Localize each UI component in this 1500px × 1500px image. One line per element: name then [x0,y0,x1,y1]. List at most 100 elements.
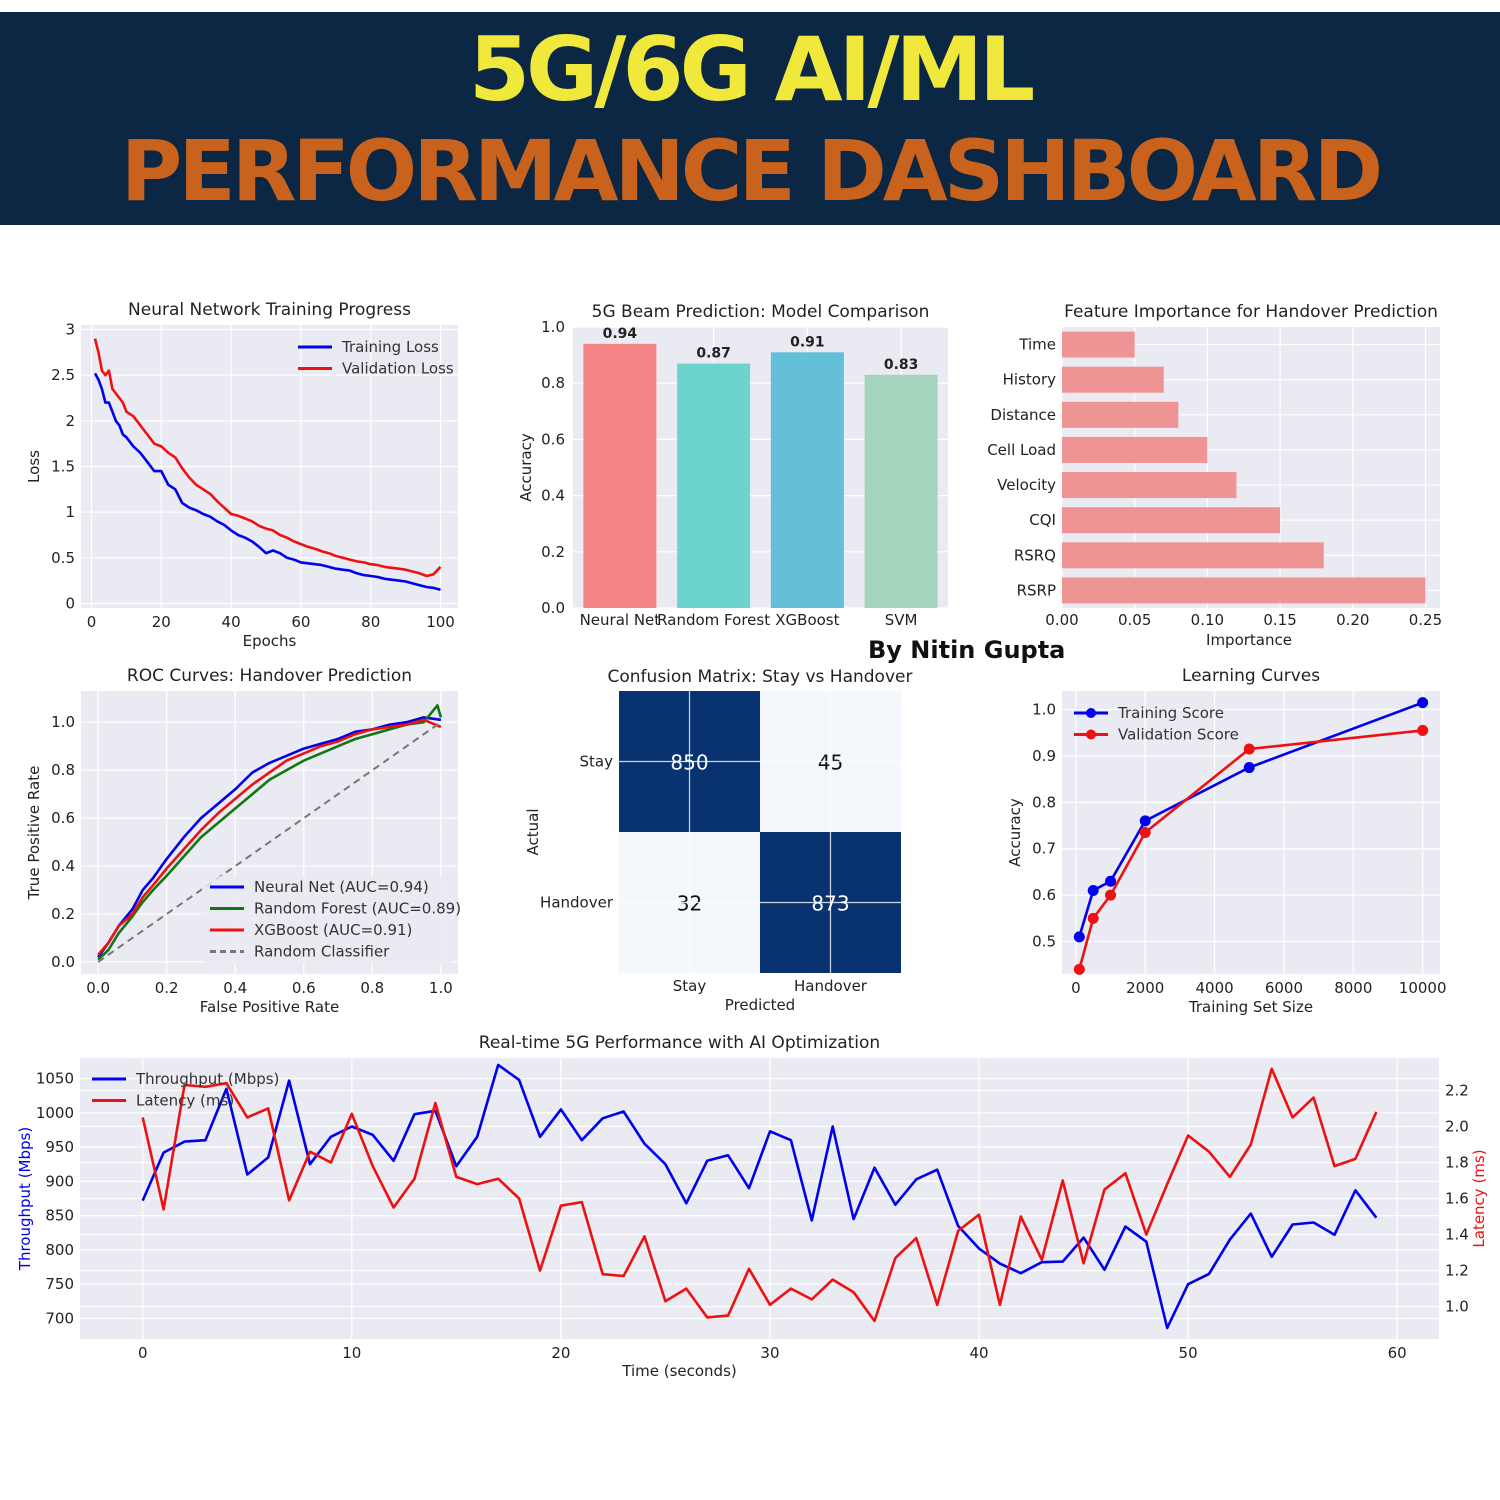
x-tick-label: XGBoost [775,611,839,629]
x-axis-label: Importance [1206,631,1292,649]
x-tick-label: 0.10 [1191,611,1224,629]
x-tick-label: 80 [361,613,380,631]
y-tick-label: 1050 [36,1070,74,1088]
bar [583,343,657,608]
x-tick-label: 0.4 [223,979,247,997]
legend-entry: Training Score [1117,704,1224,722]
y-tick-label: 750 [45,1275,74,1293]
y-tick-label: 1.0 [51,713,75,731]
x-tick-label: 4000 [1195,979,1233,997]
chart-title: Feature Importance for Handover Predicti… [1064,302,1438,322]
y-axis-label: Accuracy [517,433,535,502]
y-axis-label: Actual [524,809,542,856]
y-tick-label: 2 [65,412,75,430]
y-axis-label: Accuracy [1006,798,1024,867]
bar [1062,401,1179,428]
y-tick-label: 0.2 [541,543,565,561]
y-tick-label: 0.8 [1032,793,1056,811]
data-point [1105,889,1117,901]
x-axis-label: Training Set Size [1188,998,1313,1016]
x-tick-label: 2000 [1126,979,1164,997]
y-tick-label: 0.6 [541,430,565,448]
series-line [141,1063,1378,1330]
y-tick-label: 0.8 [51,761,75,779]
data-point [1087,884,1099,896]
bar [770,352,844,608]
x-axis-label: Epochs [243,632,297,650]
y2-tick-label: 2.0 [1445,1117,1469,1135]
x-axis-label: Predicted [725,996,795,1014]
x-tick-label: 50 [1179,1344,1198,1362]
legend-marker [1086,708,1096,718]
legend-box [202,876,452,964]
bar-value-label: 0.83 [884,357,919,373]
y-tick-label: Velocity [997,476,1056,494]
bar [1062,507,1281,534]
author-credit: By Nitin Gupta [868,636,1066,664]
chart-roc: 0.0 0.2 0.4 0.6 0.8 1.0 0.0 0.2 0.4 0.6 0.8 1.0 ROC … [25,666,461,1016]
x-tick-label: 0.25 [1409,611,1442,629]
legend-entry: Random Forest (AUC=0.89) [254,900,461,918]
x-tick-label: 60 [291,613,310,631]
x-tick-label: 20 [551,1344,570,1362]
y-tick-label: 1.0 [1032,701,1056,719]
legend-entry: Throughput (Mbps) [135,1070,279,1088]
bar [1062,366,1164,393]
x-tick-label: 40 [969,1344,988,1362]
y-tick-label: 1 [65,503,75,521]
x-tick-label: 0 [87,613,97,631]
y-tick-label: 0.8 [541,374,565,392]
series-line [97,704,443,961]
x-tick-label: 10 [342,1344,361,1362]
x-tick-label: 8000 [1334,979,1372,997]
bar [1062,542,1324,569]
data-point [1139,815,1151,827]
y2-axis-label: Latency (ms) [1470,1149,1488,1247]
data-point [1417,724,1429,736]
y-tick-label: 1000 [36,1104,74,1122]
legend-marker [1086,729,1096,740]
y-tick-label: History [1003,371,1056,389]
y-tick-label: 0.6 [51,809,75,827]
y-tick-label: 1.0 [541,318,565,336]
data-point [1073,963,1085,975]
y-axis-label: True Positive Rate [25,766,43,901]
y-tick-label: 0.5 [51,549,75,567]
legend-entry: Random Classifier [254,943,390,961]
series-line [1078,701,1424,938]
data-point [1105,875,1117,887]
header-banner [0,12,1500,225]
x-tick-label: Handover [794,977,868,995]
x-tick-label: Neural Net [580,611,661,629]
x-tick-label: 0 [138,1344,148,1362]
y-tick-label: 0.0 [541,599,565,617]
y-tick-label: 3 [65,321,75,339]
chart-realtime: 0 10 20 30 40 50 60 700 750 800 850 900 950 1000 1050 1… [16,1033,1488,1380]
x-tick-label: 0.8 [360,979,384,997]
y-tick-label: 0 [65,594,75,612]
x-tick-label: Random Forest [657,611,770,629]
chart-learning: 0 2000 4000 6000 8000 10000 0.5 0.6 0.7 0.8 0.9 1.0… [1006,666,1447,1016]
bar [864,374,938,608]
x-tick-label: 1.0 [429,979,453,997]
x-tick-label: 0.2 [155,979,179,997]
bar [1062,577,1426,604]
x-tick-label: 0 [1071,979,1081,997]
dashboard-title-line2: PERFORMANCE DASHBOARD [120,122,1383,220]
y-tick-label: RSRQ [1014,546,1056,564]
y-tick-label: Cell Load [987,441,1056,459]
series-line [93,372,441,591]
bar [1062,436,1208,463]
y-tick-label: RSRP [1017,581,1056,599]
y-tick-label: Time [1018,336,1056,354]
series-line [141,1067,1378,1323]
data-point [1073,931,1085,943]
y2-tick-label: 1.8 [1445,1153,1469,1171]
x-tick-label: 20 [152,613,171,631]
y-tick-label: Handover [540,894,614,912]
chart-title: ROC Curves: Handover Prediction [127,666,412,686]
plot-area [1062,691,1440,974]
x-tick-label: 6000 [1265,979,1303,997]
